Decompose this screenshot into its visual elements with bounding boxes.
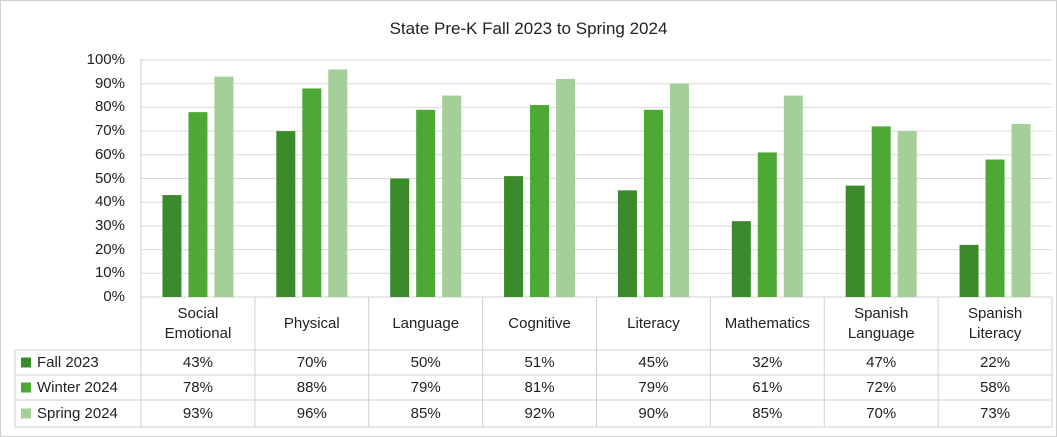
x-tick-label: Literacy [627, 315, 680, 332]
y-tick-label: 80% [94, 98, 125, 116]
data-label: 92% [524, 404, 555, 422]
bar [845, 185, 865, 297]
data-label: 61% [752, 378, 783, 396]
x-tick-label: Mathematics [724, 315, 810, 332]
bar [757, 152, 777, 297]
data-label: 88% [296, 378, 327, 396]
y-tick-label: 40% [94, 193, 125, 211]
bar [530, 105, 550, 297]
data-label: 51% [524, 353, 555, 371]
legend-label: Winter 2024 [37, 378, 118, 396]
data-label: 70% [296, 353, 327, 371]
bar [731, 221, 751, 297]
data-label: 45% [638, 353, 669, 371]
x-tick-label: Social Emotional [164, 305, 232, 342]
bar [416, 109, 436, 298]
x-tick-label: Physical [283, 315, 340, 332]
bar [783, 95, 803, 297]
x-tick-label: Spanish Literacy [967, 305, 1023, 342]
y-tick-label: 100% [86, 51, 125, 68]
y-tick-label: 10% [94, 264, 125, 282]
data-label: 50% [410, 353, 441, 371]
y-tick-label: 50% [94, 169, 125, 187]
data-label: 85% [410, 404, 441, 422]
bar [1011, 123, 1031, 298]
data-label: 93% [182, 404, 213, 422]
bar [162, 195, 182, 297]
y-tick-label: 30% [94, 216, 125, 234]
x-tick-label: Language [392, 315, 460, 332]
data-label: 90% [638, 404, 669, 422]
bar [617, 190, 637, 297]
bar [442, 95, 462, 297]
bar [985, 159, 1005, 297]
legend-swatch [21, 357, 31, 368]
chart-title: State Pre-K Fall 2023 to Spring 2024 [389, 19, 668, 38]
bar [214, 76, 234, 297]
x-tick-label: Cognitive [508, 315, 571, 332]
bar [959, 244, 979, 297]
data-label: 81% [524, 378, 555, 396]
data-label: 73% [980, 404, 1011, 422]
data-label: 78% [182, 378, 213, 396]
data-label: 79% [638, 378, 669, 396]
legend-label: Spring 2024 [37, 404, 118, 422]
bar [643, 109, 663, 298]
data-label: 79% [410, 378, 441, 396]
data-label: 85% [752, 404, 783, 422]
bar [871, 126, 891, 297]
bar [328, 69, 348, 297]
bar [390, 178, 410, 297]
data-label: 43% [182, 353, 213, 371]
data-label: 72% [866, 378, 897, 396]
data-label: 32% [752, 353, 783, 371]
legend-label: Fall 2023 [37, 353, 99, 371]
legend-swatch [21, 382, 31, 393]
data-label: 47% [866, 353, 897, 371]
y-tick-label: 20% [94, 240, 125, 258]
data-label: 96% [296, 404, 327, 422]
y-tick-label: 0% [103, 288, 125, 305]
y-tick-label: 60% [94, 145, 125, 163]
legend-swatch [21, 408, 31, 419]
data-label: 58% [980, 378, 1011, 396]
bar [276, 131, 296, 297]
bar [188, 112, 208, 297]
y-tick-label: 90% [94, 74, 125, 92]
bar [669, 83, 689, 297]
bar [556, 78, 576, 298]
bar [897, 131, 917, 297]
x-tick-label: Spanish Language [847, 305, 915, 342]
data-label: 22% [980, 353, 1011, 371]
bar [504, 176, 524, 297]
bar [302, 88, 322, 297]
y-tick-label: 70% [94, 122, 125, 140]
data-label: 70% [866, 404, 897, 422]
